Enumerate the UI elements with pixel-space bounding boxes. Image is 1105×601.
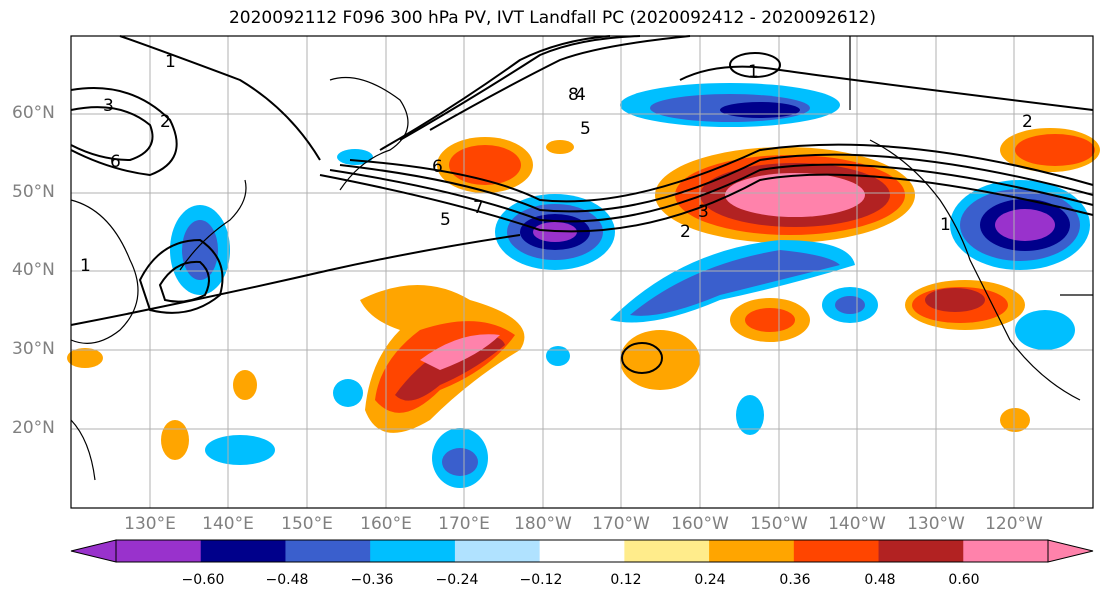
lon-label: 180°W [514, 514, 572, 534]
contour-label: 4 [575, 85, 586, 105]
contour-label: 5 [440, 210, 451, 230]
colorbar-tick: 0.36 [779, 572, 811, 588]
colorbar-arrow-left [70, 539, 117, 563]
contour-label: 2 [160, 112, 171, 132]
colorbar-frame [115, 539, 1049, 563]
colorbar-segment [116, 540, 202, 562]
colorbar-tick: −0.48 [265, 572, 309, 588]
colorbar-segment [200, 540, 286, 562]
lat-label: 40°N [12, 260, 55, 280]
lon-label: 130°E [124, 514, 176, 534]
colorbar-segment [878, 540, 964, 562]
lon-label: 130°W [907, 514, 965, 534]
colorbar-segment [624, 540, 710, 562]
map-title: 2020092112 F096 300 hPa PV, IVT Landfall… [228, 8, 876, 28]
lon-label: 140°E [202, 514, 254, 534]
lat-label: 50°N [12, 182, 55, 202]
contour-label: 3 [103, 96, 114, 116]
contour-label: 2 [680, 222, 691, 242]
colorbar-tick: −0.60 [181, 572, 225, 588]
contour-label: 6 [432, 157, 443, 177]
map-frame [70, 35, 1094, 509]
contour-label: 1 [940, 215, 951, 235]
contour-label: 1 [80, 256, 91, 276]
colorbar-tick: 0.60 [948, 572, 980, 588]
colorbar-segment [709, 540, 795, 562]
colorbar-segment [285, 540, 371, 562]
pv-contours [70, 35, 1094, 374]
contour-label: 6 [110, 152, 121, 172]
lon-label: 150°W [750, 514, 808, 534]
contour-label: 1 [748, 62, 759, 82]
lat-label: 30°N [12, 339, 55, 359]
contour-label: 3 [698, 202, 709, 222]
lat-label: 20°N [12, 418, 55, 438]
contour-label: 7 [473, 198, 484, 218]
lon-label: 150°E [281, 514, 333, 534]
gridlines [71, 36, 1093, 508]
lon-label: 140°W [828, 514, 886, 534]
colorbar-arrow-right [1047, 539, 1094, 563]
coastlines [70, 36, 1093, 481]
colorbar-tick: 0.48 [864, 572, 896, 588]
contour-label: 1 [165, 52, 176, 72]
colorbar-tick: −0.12 [519, 572, 563, 588]
lat-label: 60°N [12, 103, 55, 123]
contour-label: 8 [568, 85, 579, 105]
lon-label: 160°W [671, 514, 729, 534]
colorbar-segment [793, 540, 880, 562]
colorbar [70, 539, 1094, 563]
lon-label: 170°W [592, 514, 650, 534]
lon-label: 170°E [438, 514, 490, 534]
lon-label: 160°E [360, 514, 412, 534]
colorbar-segment [454, 540, 541, 562]
shading-layer [67, 83, 1100, 488]
colorbar-segment [539, 540, 625, 562]
contour-label: 2 [1022, 112, 1033, 132]
colorbar-tick: −0.36 [350, 572, 394, 588]
lon-label: 120°W [985, 514, 1043, 534]
colorbar-tick: −0.24 [435, 572, 479, 588]
contour-label: 5 [580, 119, 591, 139]
colorbar-segment [370, 540, 456, 562]
colorbar-tick: 0.12 [610, 572, 642, 588]
colorbar-tick: 0.24 [694, 572, 726, 588]
colorbar-segment [963, 540, 1049, 562]
